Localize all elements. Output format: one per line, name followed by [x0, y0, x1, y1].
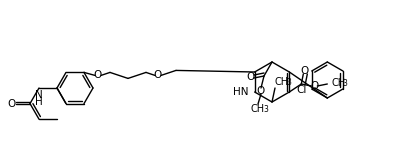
- Text: O: O: [8, 99, 16, 109]
- Text: O: O: [299, 66, 308, 76]
- Text: 3: 3: [263, 105, 268, 114]
- Text: Cl: Cl: [296, 85, 306, 95]
- Text: O: O: [153, 70, 162, 80]
- Text: CH: CH: [274, 77, 288, 87]
- Text: CH: CH: [250, 104, 264, 114]
- Text: O: O: [94, 70, 102, 80]
- Text: O: O: [310, 81, 318, 91]
- Text: HN: HN: [233, 87, 248, 97]
- Text: O: O: [256, 86, 265, 96]
- Text: 3: 3: [342, 80, 346, 89]
- Text: H: H: [35, 97, 43, 107]
- Text: CH: CH: [330, 78, 345, 88]
- Text: O: O: [246, 72, 254, 82]
- Text: 3: 3: [285, 79, 290, 88]
- Text: N: N: [35, 90, 43, 100]
